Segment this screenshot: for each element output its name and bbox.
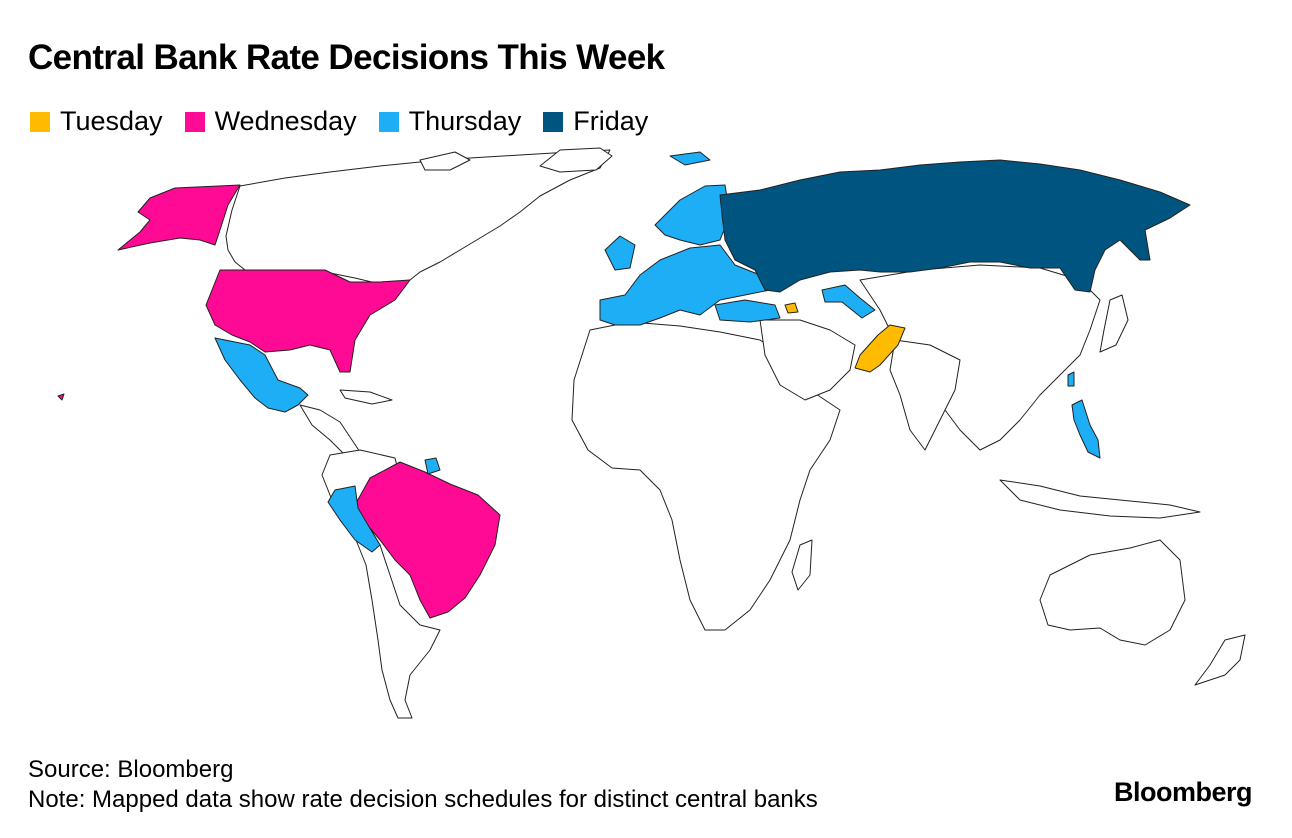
region-brazil	[354, 461, 501, 619]
region-indonesia	[999, 479, 1201, 519]
methodology-note: Note: Mapped data show rate decision sch…	[28, 786, 818, 813]
region-philippines	[1071, 399, 1101, 459]
region-united-states	[205, 269, 411, 373]
legend: Tuesday Wednesday Thursday Friday	[30, 106, 670, 137]
region-uk-ireland	[604, 235, 636, 271]
legend-item-wednesday: Wednesday	[184, 106, 357, 137]
region-pakistan	[854, 324, 906, 373]
region-australia	[1039, 539, 1186, 646]
legend-swatch-thursday	[378, 111, 399, 132]
region-arctic-islands	[419, 151, 471, 171]
region-central-america	[299, 404, 361, 456]
legend-item-tuesday: Tuesday	[30, 106, 163, 137]
region-scandinavia	[654, 184, 731, 246]
bloomberg-logo: Bloomberg	[1113, 777, 1253, 807]
region-mexico	[214, 337, 309, 413]
region-hawaii	[57, 393, 65, 401]
region-europe	[599, 244, 771, 326]
region-turkey	[714, 299, 781, 323]
region-suriname	[424, 457, 441, 475]
region-new-zealand	[1194, 634, 1246, 686]
legend-label-friday: Friday	[573, 106, 649, 136]
world-map	[57, 147, 1246, 719]
legend-label-thursday: Thursday	[408, 106, 522, 136]
region-madagascar	[791, 539, 813, 591]
region-middle-east	[759, 319, 856, 401]
legend-swatch-tuesday	[30, 111, 50, 132]
footer: Source: Bloomberg Note: Mapped data show…	[28, 755, 818, 815]
legend-swatch-friday	[543, 111, 564, 132]
region-india	[889, 339, 961, 451]
legend-label-tuesday: Tuesday	[60, 106, 163, 136]
region-taiwan	[1067, 371, 1075, 387]
region-peru	[327, 485, 381, 553]
region-alaska	[117, 184, 241, 251]
chart-title: Central Bank Rate Decisions This Week	[28, 38, 665, 77]
legend-swatch-wednesday	[184, 111, 205, 132]
source-note: Source: Bloomberg	[28, 756, 234, 783]
region-greenland	[539, 147, 613, 173]
legend-item-thursday: Thursday	[378, 106, 522, 137]
region-iceland	[669, 151, 711, 166]
region-uzbekistan	[821, 284, 876, 319]
legend-item-friday: Friday	[543, 106, 648, 137]
legend-label-wednesday: Wednesday	[214, 106, 357, 136]
region-caribbean	[339, 389, 393, 405]
region-japan	[1099, 294, 1129, 353]
region-russia	[719, 159, 1191, 293]
region-armenia	[784, 302, 799, 314]
